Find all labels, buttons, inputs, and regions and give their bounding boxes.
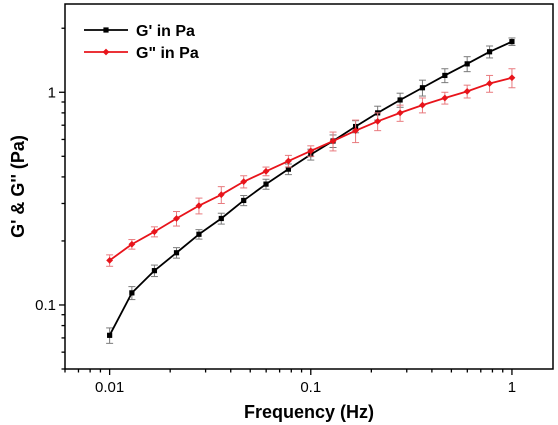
data-point: [217, 191, 225, 199]
data-point: [442, 72, 448, 79]
data-point: [129, 290, 135, 296]
data-point: [508, 74, 516, 82]
legend-item-2: G" in Pa: [84, 45, 199, 62]
data-point: [509, 39, 515, 45]
x-tick-label: 0.1: [300, 379, 321, 396]
legend-label: G' in Pa: [136, 23, 195, 40]
data-point: [173, 250, 180, 256]
y-tick-label: 0.1: [35, 297, 56, 314]
data-point: [240, 178, 248, 186]
series-2: [106, 68, 516, 267]
data-point: [218, 215, 224, 222]
data-point: [241, 197, 247, 204]
data-point: [486, 80, 493, 87]
data-point: [464, 61, 470, 67]
data-point: [106, 257, 114, 264]
data-point: [486, 49, 493, 55]
y-tick-label: 1: [48, 84, 56, 101]
data-point: [128, 240, 136, 248]
axes: 0.01 0.1 1 0.1 1: [35, 27, 516, 396]
data-point: [173, 215, 180, 222]
data-point: [329, 137, 337, 145]
data-point: [441, 94, 449, 102]
data-point: [419, 85, 426, 91]
data-point: [262, 167, 270, 175]
data-point: [285, 166, 292, 172]
legend: G' in Pa G" in Pa: [84, 23, 199, 62]
legend-item-1: G' in Pa: [84, 23, 195, 40]
legend-marker: [103, 27, 109, 33]
data-point: [151, 228, 158, 236]
data-point: [195, 202, 203, 210]
plot-frame: [64, 3, 554, 370]
data-point: [352, 127, 359, 135]
data-point: [374, 117, 382, 125]
data-point: [151, 268, 158, 274]
data-point: [307, 147, 315, 155]
data-point: [419, 101, 426, 109]
y-axis-label: G' & G'' (Pa): [8, 135, 28, 238]
x-axis-label: Frequency (Hz): [244, 402, 374, 422]
series-line: [108, 40, 513, 336]
data-point: [397, 97, 403, 103]
x-tick-label: 0.01: [95, 379, 124, 396]
series-1: [106, 37, 516, 344]
series-line: [109, 76, 513, 262]
data-point: [107, 332, 113, 338]
data-point: [196, 231, 202, 237]
x-tick-label: 1: [508, 379, 516, 396]
plot-content: [106, 37, 516, 344]
legend-marker: [102, 48, 110, 56]
data-point: [285, 157, 292, 165]
legend-label: G" in Pa: [136, 45, 199, 62]
data-point: [396, 109, 404, 117]
data-point: [263, 181, 269, 187]
data-point: [463, 87, 471, 95]
